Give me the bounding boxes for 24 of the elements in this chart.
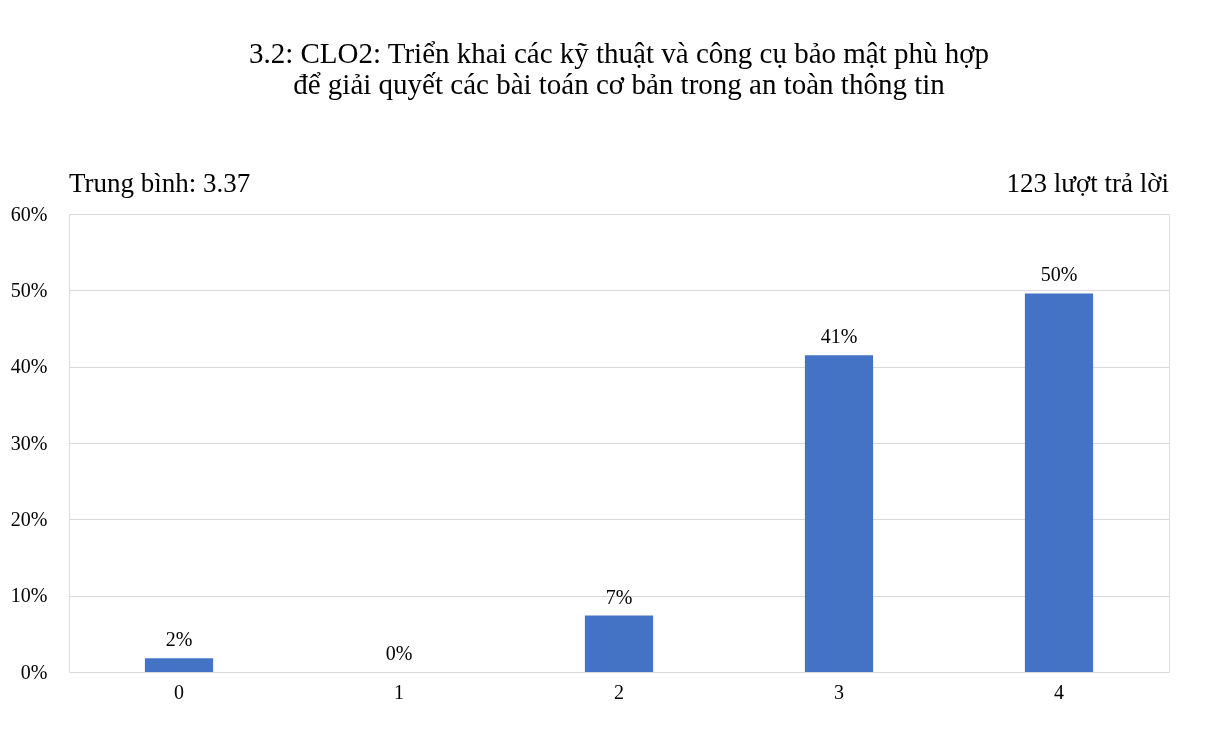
- y-tick-label: 30%: [10, 431, 48, 454]
- text: Trung bình: 3.37: [69, 168, 251, 198]
- data-label: 7%: [605, 585, 633, 608]
- bar: [584, 615, 654, 672]
- bar: [1024, 293, 1094, 672]
- text: 123 lượt trả lời: [1006, 168, 1169, 198]
- bar: [144, 658, 214, 672]
- data-label: 0%: [385, 642, 413, 664]
- y-tick-label: 60%: [10, 202, 48, 225]
- y-tick-label: 0%: [20, 660, 48, 683]
- x-tick-label: 1: [394, 680, 404, 703]
- data-label: 50%: [1040, 263, 1078, 286]
- data-label: 41%: [820, 325, 858, 348]
- y-tick-label: 40%: [10, 355, 48, 378]
- y-tick-label: 20%: [10, 507, 48, 530]
- x-tick-label: 4: [1054, 680, 1064, 703]
- y-tick-label: 10%: [10, 584, 48, 607]
- x-tick-label: 3: [834, 680, 844, 703]
- x-tick-label: 0: [174, 680, 184, 703]
- y-tick-label: 50%: [10, 278, 48, 301]
- x-tick-label: 2: [614, 680, 624, 703]
- bar: [804, 355, 874, 672]
- data-label: 2%: [165, 628, 193, 651]
- chart-title: 3.2: CLO2: Triển khai các kỹ thuật và công cụ bảo mật phù hợp để giải quyết các bài toán cơ bản trong an toàn thông tin: [248, 37, 990, 100]
